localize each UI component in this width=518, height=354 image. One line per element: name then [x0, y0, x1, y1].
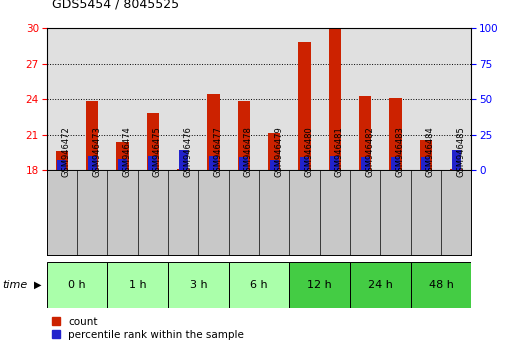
Bar	[452, 150, 461, 170]
Bar	[228, 262, 290, 308]
Text: 6 h: 6 h	[250, 280, 268, 290]
Bar	[268, 133, 280, 170]
Text: GSM946480: GSM946480	[305, 126, 313, 177]
Text: 1 h: 1 h	[129, 280, 147, 290]
Bar	[148, 156, 157, 170]
Text: time: time	[3, 280, 28, 290]
Bar	[117, 142, 128, 170]
Text: GSM946476: GSM946476	[183, 126, 192, 177]
Text: GSM946485: GSM946485	[456, 126, 465, 177]
Text: 0 h: 0 h	[68, 280, 86, 290]
Bar	[107, 262, 168, 308]
Text: 24 h: 24 h	[368, 280, 393, 290]
Bar	[300, 157, 309, 170]
Bar	[391, 157, 400, 170]
Bar	[56, 151, 68, 170]
Text: GSM946472: GSM946472	[62, 126, 71, 177]
Legend: count, percentile rank within the sample: count, percentile rank within the sample	[52, 317, 244, 340]
Bar	[88, 156, 97, 170]
Text: GSM946473: GSM946473	[92, 126, 101, 177]
Text: 3 h: 3 h	[190, 280, 207, 290]
Bar	[450, 169, 462, 170]
Bar	[238, 102, 250, 170]
Bar	[290, 262, 350, 308]
Text: GDS5454 / 8045525: GDS5454 / 8045525	[52, 0, 179, 11]
Bar	[350, 262, 411, 308]
Text: ▶: ▶	[34, 280, 41, 290]
Bar	[420, 141, 432, 170]
Bar	[329, 28, 341, 170]
Bar	[147, 113, 159, 170]
Text: GSM946477: GSM946477	[213, 126, 223, 177]
Bar	[359, 96, 371, 170]
Bar	[330, 156, 339, 170]
Text: GSM946474: GSM946474	[122, 126, 132, 177]
Text: GSM946475: GSM946475	[153, 126, 162, 177]
Bar	[47, 262, 107, 308]
Bar	[209, 156, 218, 170]
Bar	[298, 42, 311, 170]
Text: GSM946482: GSM946482	[365, 126, 374, 177]
Bar	[118, 159, 127, 170]
Text: GSM946483: GSM946483	[396, 126, 405, 177]
Bar	[269, 160, 279, 170]
Text: GSM946481: GSM946481	[335, 126, 344, 177]
Text: 12 h: 12 h	[307, 280, 332, 290]
Bar	[411, 262, 471, 308]
Bar	[421, 157, 430, 170]
Text: GSM946478: GSM946478	[244, 126, 253, 177]
Text: GSM946479: GSM946479	[274, 126, 283, 177]
Text: 48 h: 48 h	[428, 280, 453, 290]
Bar	[207, 95, 220, 170]
Bar	[361, 157, 370, 170]
Text: GSM946484: GSM946484	[426, 126, 435, 177]
Bar	[57, 160, 66, 170]
Bar	[179, 150, 188, 170]
Bar	[86, 102, 98, 170]
Bar	[390, 98, 401, 170]
Bar	[177, 169, 189, 170]
Bar	[239, 157, 248, 170]
Bar	[168, 262, 228, 308]
